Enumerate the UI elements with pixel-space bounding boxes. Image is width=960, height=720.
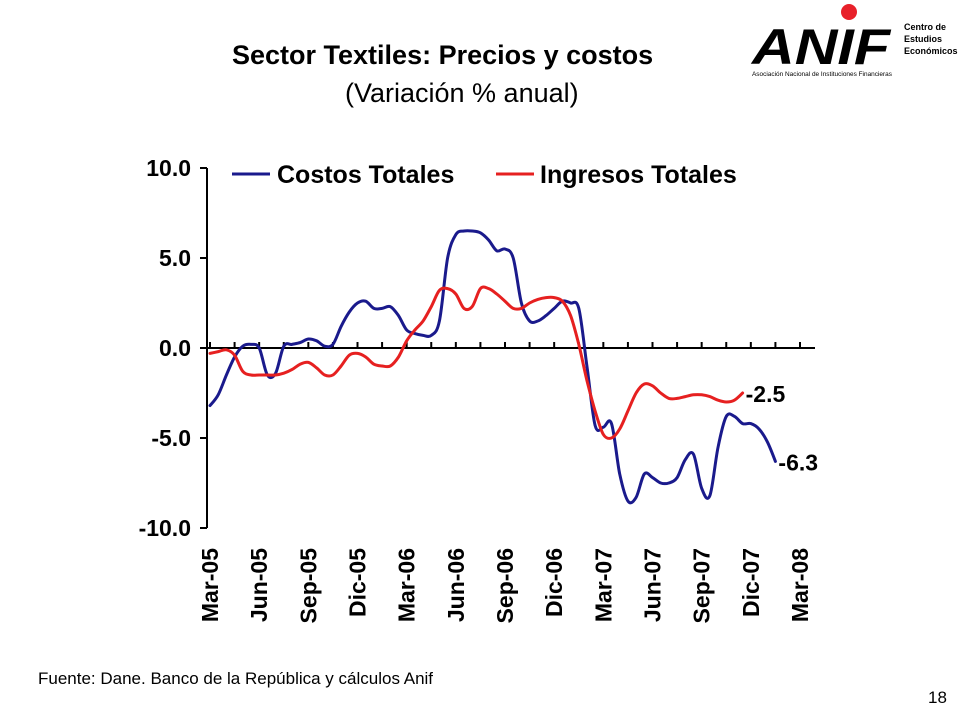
y-tick-label: -10.0 [139, 515, 191, 541]
x-tick-label: Dic-07 [738, 548, 764, 617]
x-tick-label: Mar-05 [197, 548, 223, 622]
logo-tagline: Asociación Nacional de Instituciones Fin… [752, 72, 892, 78]
x-tick-label: Mar-06 [394, 548, 420, 622]
logo-side-line-3: Económicos [904, 46, 958, 56]
legend-label-ingresos-totales: Ingresos Totales [540, 161, 737, 189]
end-label-costos-totales: -6.3 [778, 449, 818, 475]
y-tick-label: 0.0 [159, 335, 191, 361]
x-tick-label: Jun-06 [443, 548, 469, 622]
x-tick-label: Mar-07 [590, 548, 616, 622]
chart-legend: Costos Totales Ingresos Totales [232, 161, 737, 189]
y-tick-label: 5.0 [159, 245, 191, 271]
anif-logo: ANIF Asociación Nacional de Institucione… [750, 4, 958, 78]
logo-side-line-2: Estudios [904, 34, 942, 44]
series-line-ingresos-totales [208, 285, 745, 440]
end-label-ingresos-totales: -2.5 [746, 381, 786, 407]
page-number: 18 [928, 688, 947, 707]
legend-label-costos-totales: Costos Totales [277, 161, 454, 189]
logo-wordmark: ANIF [750, 19, 892, 75]
x-tick-label: Sep-07 [689, 548, 715, 623]
chart-title: Sector Textiles: Precios y costos [232, 40, 654, 70]
x-tick-label: Dic-05 [345, 548, 371, 617]
x-tick-label: Jun-07 [640, 548, 666, 622]
series-line-costos-totales [208, 229, 777, 505]
x-tick-label: Jun-05 [246, 548, 272, 622]
chart-subtitle: (Variación % anual) [345, 78, 579, 108]
logo-side-line-1: Centro de [904, 22, 946, 32]
y-tick-label: 10.0 [146, 155, 191, 181]
x-tick-label: Dic-06 [541, 548, 567, 617]
chart-series: -6.3 -2.5 [208, 229, 818, 505]
x-tick-label: Sep-05 [295, 548, 321, 624]
source-note: Fuente: Dane. Banco de la República y cá… [38, 669, 434, 688]
y-tick-label: -5.0 [151, 425, 191, 451]
logo-dot [841, 4, 857, 20]
x-tick-label: Sep-06 [492, 548, 518, 623]
x-tick-label: Mar-08 [787, 548, 813, 622]
